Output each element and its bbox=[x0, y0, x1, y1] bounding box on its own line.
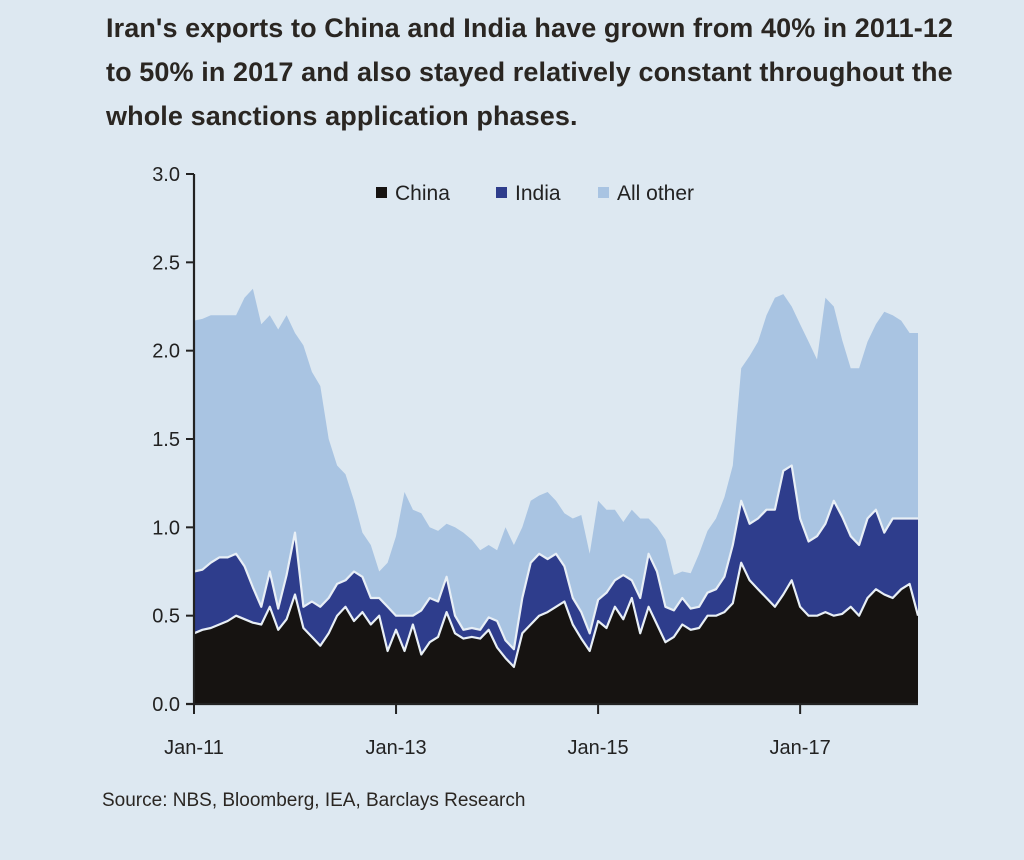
y-tick-label: 0.0 bbox=[152, 694, 180, 716]
legend: China India All other bbox=[376, 182, 694, 205]
boundary-india bbox=[193, 464, 918, 651]
legend-swatch-china bbox=[376, 187, 387, 198]
axes-layer: 0.0 0.5 1.0 1.5 2.0 2.5 3.0 Jan-11 Jan-13 Jan-15 J… bbox=[152, 164, 918, 759]
x-tick-label: Jan-11 bbox=[164, 737, 224, 759]
legend-swatch-all-other bbox=[598, 187, 609, 198]
legend-swatch-india bbox=[496, 187, 507, 198]
chart-source: Source: NBS, Bloomberg, IEA, Barclays Re… bbox=[102, 790, 526, 811]
y-tick-label: 1.5 bbox=[152, 429, 180, 451]
y-tick-label: 1.0 bbox=[152, 517, 180, 539]
legend-label-china: China bbox=[395, 182, 450, 205]
y-tick-label: 0.5 bbox=[152, 606, 180, 628]
x-tick-label: Jan-13 bbox=[365, 737, 426, 759]
y-tick-label: 2.5 bbox=[152, 252, 180, 274]
x-tick-label: Jan-17 bbox=[770, 737, 831, 759]
legend-label-india: India bbox=[515, 182, 561, 205]
x-tick-label: Jan-15 bbox=[568, 737, 629, 759]
y-tick-label: 3.0 bbox=[152, 164, 180, 186]
chart-title: Iran's exports to China and India have g… bbox=[106, 13, 954, 131]
legend-label-all-other: All other bbox=[617, 182, 694, 205]
boundary-china bbox=[193, 561, 920, 668]
y-tick-label: 2.0 bbox=[152, 341, 180, 363]
area-china bbox=[194, 562, 918, 704]
area-layer bbox=[193, 288, 920, 704]
